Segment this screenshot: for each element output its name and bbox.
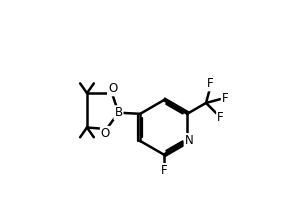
Text: O: O (101, 127, 110, 140)
Text: F: F (217, 111, 224, 124)
Text: F: F (160, 164, 167, 177)
Text: N: N (185, 134, 193, 147)
Text: F: F (206, 77, 213, 90)
Text: B: B (114, 106, 123, 119)
Text: F: F (222, 92, 228, 104)
Text: O: O (108, 82, 117, 95)
